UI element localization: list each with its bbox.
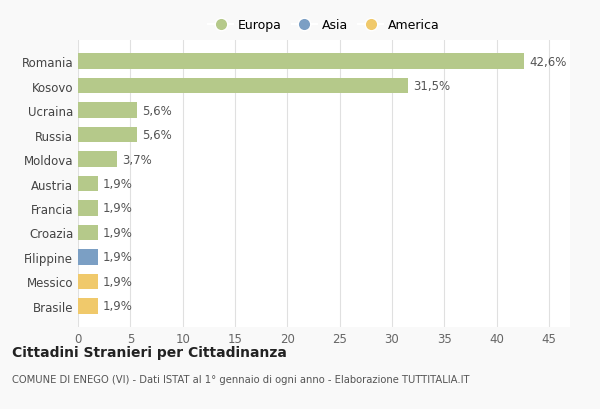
Bar: [78, 54, 524, 70]
Text: 31,5%: 31,5%: [413, 80, 450, 93]
Text: Cittadini Stranieri per Cittadinanza: Cittadini Stranieri per Cittadinanza: [12, 346, 287, 360]
Bar: [78, 103, 137, 119]
Bar: [78, 200, 98, 216]
Legend: Europa, Asia, America: Europa, Asia, America: [203, 14, 445, 37]
Text: 1,9%: 1,9%: [103, 178, 133, 191]
Bar: [78, 152, 117, 168]
Bar: [78, 176, 98, 192]
Bar: [78, 249, 98, 265]
Text: 1,9%: 1,9%: [103, 202, 133, 215]
Text: 1,9%: 1,9%: [103, 300, 133, 313]
Text: COMUNE DI ENEGO (VI) - Dati ISTAT al 1° gennaio di ogni anno - Elaborazione TUTT: COMUNE DI ENEGO (VI) - Dati ISTAT al 1° …: [12, 374, 470, 384]
Text: 1,9%: 1,9%: [103, 251, 133, 264]
Text: 1,9%: 1,9%: [103, 275, 133, 288]
Text: 3,7%: 3,7%: [122, 153, 152, 166]
Text: 42,6%: 42,6%: [529, 55, 566, 68]
Text: 5,6%: 5,6%: [142, 129, 172, 142]
Bar: [78, 225, 98, 241]
Bar: [78, 298, 98, 314]
Bar: [78, 127, 137, 143]
Bar: [78, 79, 408, 94]
Bar: [78, 274, 98, 290]
Text: 1,9%: 1,9%: [103, 227, 133, 239]
Text: 5,6%: 5,6%: [142, 104, 172, 117]
